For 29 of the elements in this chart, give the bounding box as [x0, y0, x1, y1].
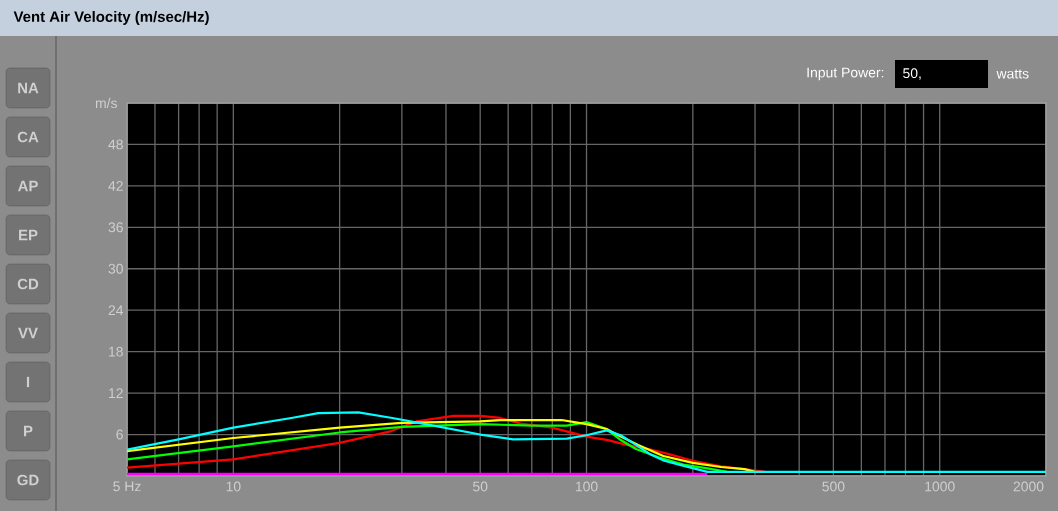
- x-tick-label: 5 Hz: [113, 481, 141, 492]
- y-tick-label: 30: [108, 263, 123, 274]
- y-tick-label: 42: [108, 180, 123, 191]
- text: I: [26, 376, 30, 388]
- text: Input Power:: [807, 67, 884, 81]
- text: CA: [17, 131, 39, 143]
- text: 50,: [903, 68, 921, 80]
- y-tick-label: 6: [116, 429, 123, 440]
- text: CD: [17, 278, 39, 290]
- y-tick-label: 48: [108, 139, 123, 150]
- y-tick-label: 24: [108, 305, 124, 316]
- x-tick-label: 2000: [1013, 481, 1044, 492]
- x-tick-label: 50: [473, 481, 488, 492]
- text: NA: [18, 82, 39, 94]
- x-tick-label: 1000: [925, 481, 955, 492]
- text: EP: [19, 229, 38, 241]
- y-tick-label: 36: [108, 222, 123, 233]
- text: P: [24, 425, 33, 437]
- x-tick-label: 500: [822, 481, 845, 492]
- x-tick-label: 10: [226, 481, 241, 492]
- text: VV: [18, 327, 38, 339]
- text: AP: [18, 180, 38, 192]
- text: watts: [996, 69, 1029, 79]
- chart-title: Vent Air Velocity (m/sec/Hz): [13, 11, 209, 25]
- text: GD: [17, 474, 39, 486]
- y-tick-label: 18: [109, 346, 123, 357]
- y-tick-label: 12: [109, 388, 123, 398]
- y-axis-title: m/s: [95, 97, 117, 109]
- x-tick-label: 100: [575, 481, 598, 492]
